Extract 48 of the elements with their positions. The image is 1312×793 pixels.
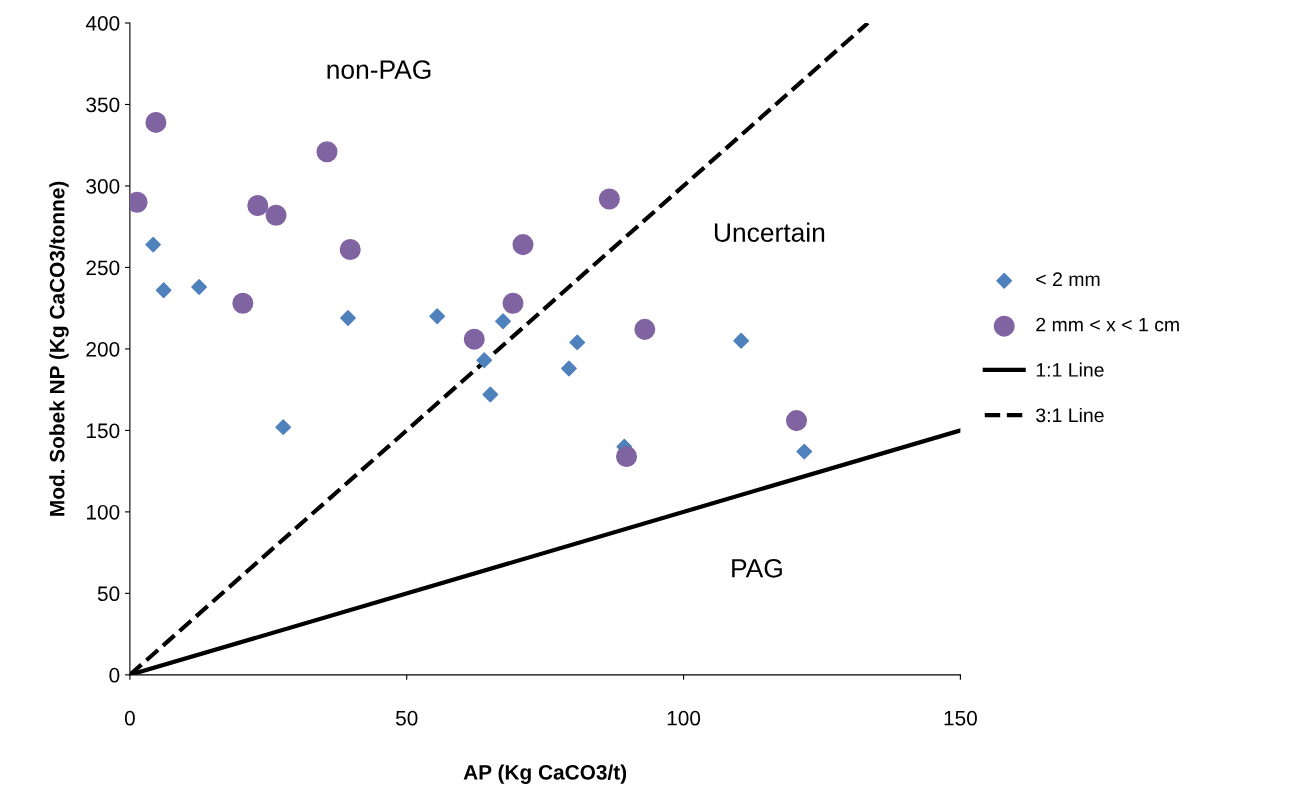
point <box>561 360 577 377</box>
x-tick-label: 100 <box>667 710 701 726</box>
x-axis-title: AP (Kg CaCO3/t) <box>463 764 627 784</box>
legend-label: 1:1 Line <box>1036 362 1104 377</box>
y-tick-label: 200 <box>86 341 120 357</box>
point <box>145 111 167 133</box>
point <box>247 194 269 217</box>
point <box>569 334 586 351</box>
point <box>429 308 446 325</box>
point <box>512 234 534 256</box>
point <box>495 313 511 330</box>
point <box>155 282 172 299</box>
legend-label: 3:1 Line <box>1036 407 1104 423</box>
point <box>502 292 524 314</box>
y-tick-label: 300 <box>86 178 120 194</box>
x-tick-label: 150 <box>944 710 977 726</box>
legend-label: 2 mm < x < 1 cm <box>1036 317 1179 332</box>
point <box>463 328 485 350</box>
point <box>316 141 338 163</box>
point <box>482 386 499 403</box>
legend-label: < 2 mm <box>1036 272 1100 286</box>
point <box>733 332 750 349</box>
point <box>616 445 638 467</box>
point <box>275 419 292 436</box>
point <box>785 410 808 432</box>
point <box>191 279 208 295</box>
y-axis-title: Mod. Sobek NP (Kg CaCO3/tonne) <box>49 181 69 516</box>
x-tick-label: 0 <box>124 710 135 726</box>
y-tick-label: 0 <box>109 667 120 683</box>
y-tick-label: 100 <box>87 504 120 520</box>
y-tick-label: 400 <box>85 16 120 31</box>
point <box>476 352 493 369</box>
point <box>145 236 162 253</box>
point <box>598 188 620 210</box>
y-tick-label: 350 <box>86 97 120 113</box>
point <box>339 238 361 261</box>
point <box>796 443 813 460</box>
x-tick-label: 50 <box>395 710 418 726</box>
y-tick-label: 50 <box>97 586 120 602</box>
point <box>265 204 287 226</box>
y-tick-label: 250 <box>86 260 120 276</box>
annotation: Uncertain <box>714 222 825 242</box>
point <box>232 292 254 314</box>
point <box>634 318 656 340</box>
annotation: non-PAG <box>327 60 431 79</box>
point <box>340 310 356 326</box>
annotation: PAG <box>732 558 782 578</box>
y-tick-label: 150 <box>87 423 120 439</box>
